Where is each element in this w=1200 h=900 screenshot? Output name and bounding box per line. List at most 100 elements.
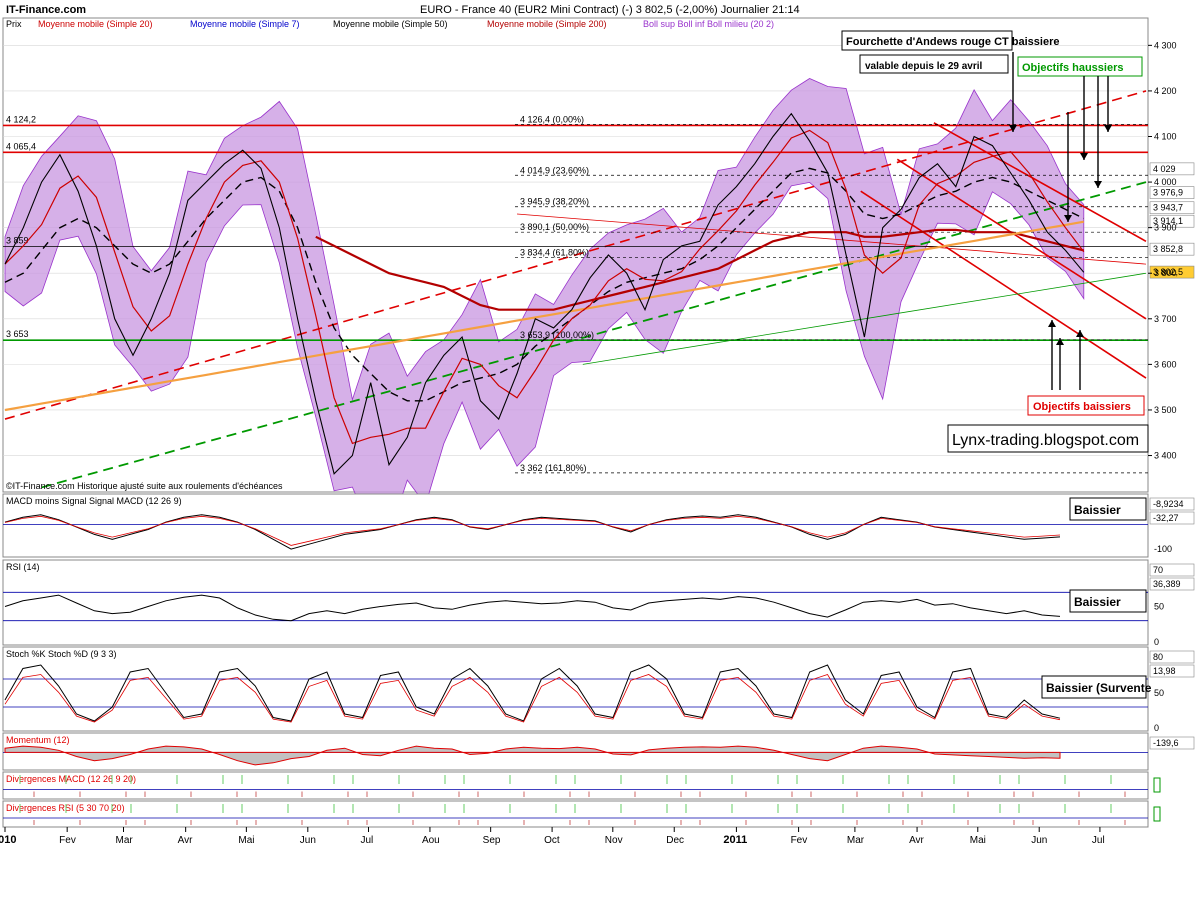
- chart-title: EURO - France 40 (EUR2 Mini Contract) (-…: [420, 4, 800, 16]
- divergence-marker: [1153, 777, 1161, 793]
- x-tick-label: Mai: [970, 835, 986, 846]
- copyright-note: ©IT-Finance.com Historique ajusté suite …: [6, 481, 283, 491]
- right-value-label: 3 852,8: [1153, 244, 1183, 254]
- arrow-head: [1056, 338, 1064, 345]
- indicator-y-label: 0: [1154, 637, 1159, 647]
- level-label: 3 653: [6, 329, 29, 339]
- y-tick-label: 4 100: [1154, 132, 1177, 142]
- arrow-head: [1080, 153, 1088, 160]
- badge-text: Baissier (Survente: [1046, 681, 1152, 695]
- indicator-value-label: -8,9234: [1153, 499, 1184, 509]
- indicator-y-label: 50: [1154, 602, 1164, 612]
- x-tick-label: Aou: [422, 835, 440, 846]
- x-tick-label: Sep: [483, 835, 501, 846]
- arrow-head: [1048, 320, 1056, 327]
- indicator-value-box: [1149, 664, 1195, 678]
- indicator-value-box: [1149, 650, 1195, 664]
- y-tick-label: 3 700: [1154, 314, 1177, 324]
- indicator-panel: Divergences MACD (12 26 9 20): [2, 771, 1161, 800]
- indicator-title: RSI (14): [6, 562, 40, 572]
- ma20-line: [4, 129, 1085, 445]
- trend-red-thin: [516, 213, 1147, 265]
- x-tick-label: Avr: [909, 835, 924, 846]
- fib-label: 4 126,4 (0,00%): [520, 114, 584, 124]
- indicator-value-label: -139,6: [1153, 738, 1179, 748]
- legend-prix: Prix: [6, 19, 22, 29]
- indicator-title: Divergences RSI (5 30 70 20): [6, 803, 125, 813]
- pitchfork-upper: [933, 122, 1147, 243]
- watermark-text: Lynx-trading.blogspot.com: [952, 432, 1139, 449]
- indicator-value-label: 36,389: [1153, 579, 1181, 589]
- x-tick-label: 2011: [723, 834, 747, 846]
- x-tick-label: Mar: [115, 835, 133, 846]
- right-value-label: 3 976,9: [1153, 188, 1183, 198]
- indicator-frame: [2, 559, 1149, 646]
- pitchfork-lower: [860, 190, 1147, 379]
- annotation-obj-haussiers-text: Objectifs haussiers: [1022, 62, 1124, 74]
- x-tick-label: Jun: [300, 835, 316, 846]
- fib-label: 3 945,9 (38,20%): [520, 197, 589, 207]
- divergence-marker: [1153, 806, 1161, 822]
- x-tick-label: Fev: [59, 835, 76, 846]
- y-tick-label: 3 600: [1154, 359, 1177, 369]
- legend-ma200: Moyenne mobile (Simple 200): [487, 19, 607, 29]
- y-tick-label: 4 000: [1154, 177, 1177, 187]
- arrow-head: [1094, 181, 1102, 188]
- ma-orange-line: [4, 220, 1084, 412]
- indicator-signal-line: [4, 674, 1061, 723]
- indicator-value-box: [1149, 577, 1195, 591]
- legend-ma20: Moyenne mobile (Simple 20): [38, 19, 153, 29]
- annotation-valable: valable depuis le 29 avril: [859, 54, 1009, 74]
- target-arrows: [1009, 52, 1112, 390]
- x-tick-label: Dec: [666, 835, 684, 846]
- x-tick-label: Jun: [1031, 835, 1047, 846]
- badge-box: [1041, 675, 1147, 699]
- indicator-y-label: 50: [1154, 688, 1164, 698]
- right-value-box: [1149, 265, 1195, 279]
- level-label: 4 124,2: [6, 114, 36, 124]
- level-label: 4 065,4: [6, 141, 36, 151]
- x-tick-label: 2010: [0, 834, 16, 846]
- right-value-label: 3 914,1: [1153, 216, 1183, 226]
- x-tick-label: Jul: [361, 835, 374, 846]
- fib-label: 3 834,4 (61,80%): [520, 248, 589, 258]
- annotation-valable-text: valable depuis le 29 avril: [865, 61, 983, 72]
- site-name: IT-Finance.com: [6, 4, 86, 16]
- fib-label: 3 890,1 (50,00%): [520, 222, 589, 232]
- badge-text: Baissier: [1074, 595, 1121, 609]
- right-value-box: [1149, 242, 1195, 256]
- right-value-label: 4 029: [1153, 164, 1176, 174]
- momentum-area: [4, 745, 1061, 766]
- indicator-title: Stoch %K Stoch %D (9 3 3): [6, 649, 117, 659]
- x-tick-label: Mai: [238, 835, 254, 846]
- indicator-line: [4, 664, 1061, 722]
- x-tick-label: Nov: [605, 835, 623, 846]
- arrow-head: [1064, 215, 1072, 222]
- legend-boll: Boll sup Boll inf Boll milieu (20 2): [643, 19, 774, 29]
- trend-green-thin: [582, 272, 1147, 365]
- trend-red-dashed: [4, 90, 1147, 420]
- y-tick-label: 3 500: [1154, 405, 1177, 415]
- indicator-title: MACD moins Signal Signal MACD (12 26 9): [6, 496, 182, 506]
- watermark-box: Lynx-trading.blogspot.com: [947, 424, 1149, 453]
- indicator-panel: MACD moins Signal Signal MACD (12 26 9) -…: [2, 493, 1195, 558]
- indicator-panel: Stoch %K Stoch %D (9 3 3)1005008013,98Ba…: [2, 646, 1195, 733]
- indicator-value-box: [1149, 563, 1195, 577]
- indicator-value-box: [1149, 497, 1195, 511]
- y-tick-label: 3 800: [1154, 268, 1177, 278]
- right-value-box: [1149, 201, 1195, 215]
- annotation-obj-haussiers: Objectifs haussiers: [1017, 56, 1143, 77]
- indicator-frame: [2, 493, 1149, 558]
- y-tick-label: 4 300: [1154, 40, 1177, 50]
- x-tick-label: Fev: [791, 835, 808, 846]
- y-tick-label: 3 900: [1154, 223, 1177, 233]
- indicator-frame: [2, 646, 1149, 732]
- indicator-line: [4, 594, 1061, 622]
- fib-label: 4 014,9 (23,60%): [520, 165, 589, 175]
- indicator-y-label: -100: [1154, 544, 1172, 554]
- badge-text: Baissier: [1074, 503, 1121, 517]
- indicator-line: [4, 514, 1061, 550]
- indicator-y-label: 0: [1154, 723, 1159, 733]
- price-line: [4, 112, 1085, 475]
- indicator-title: Divergences MACD (12 26 9 20): [6, 774, 136, 784]
